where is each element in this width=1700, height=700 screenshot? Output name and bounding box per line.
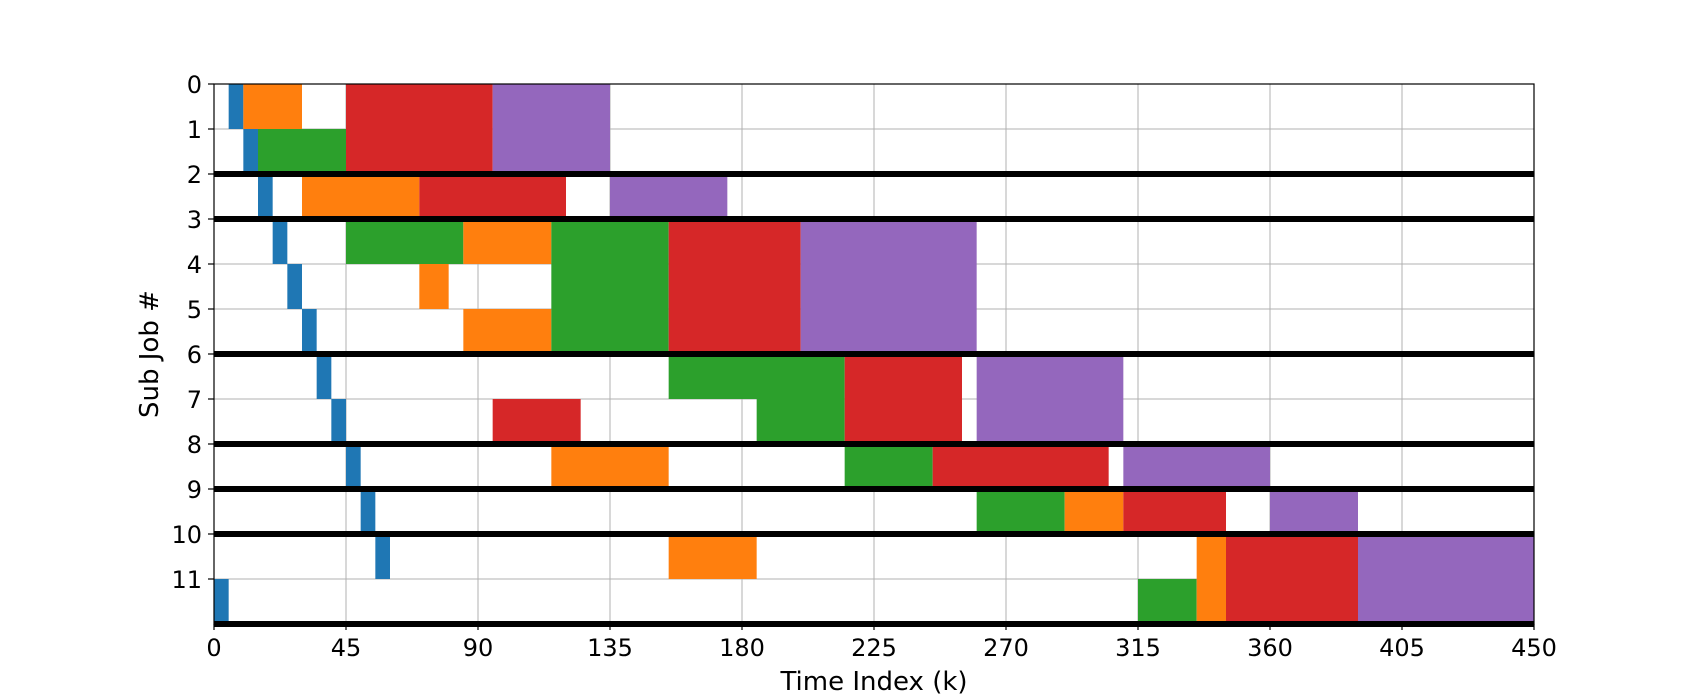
x-tick-label: 270	[983, 634, 1029, 662]
task-bar-blue	[302, 309, 317, 354]
task-bar-purple	[800, 264, 977, 309]
task-bar-purple	[492, 84, 610, 129]
task-bar-blue	[316, 354, 332, 399]
x-axis-label: Time Index (k)	[779, 667, 967, 697]
task-bar-purple	[976, 354, 1124, 399]
task-bar-blue	[360, 489, 376, 534]
task-bar-orange	[551, 444, 669, 489]
y-tick-label: 4	[187, 251, 202, 279]
task-bar-orange	[668, 534, 757, 579]
y-tick-label: 11	[171, 566, 202, 594]
task-bar-purple	[800, 309, 977, 354]
task-bar-red	[346, 84, 493, 129]
task-bar-red	[844, 354, 962, 399]
x-tick-label: 135	[587, 634, 633, 662]
task-bar-green	[551, 219, 669, 264]
task-bar-blue	[346, 444, 361, 489]
task-bar-orange	[1196, 534, 1226, 579]
task-bar-purple	[610, 174, 728, 219]
task-bar-purple	[976, 399, 1124, 444]
task-bar-red	[844, 399, 962, 444]
axis-ticks: 0 45 90 135 180 225 270 315 360 405 45001234567891…	[171, 71, 1556, 662]
task-bar-blue	[214, 579, 229, 624]
task-bar-red	[668, 309, 801, 354]
x-tick-label: 360	[1247, 634, 1293, 662]
task-bar-red	[492, 399, 581, 444]
task-bar-red	[932, 444, 1109, 489]
x-tick-label: 180	[719, 634, 765, 662]
task-bar-orange	[463, 309, 552, 354]
task-bar-orange	[419, 264, 449, 309]
task-bar-purple	[492, 129, 610, 174]
y-tick-label: 6	[187, 341, 202, 369]
task-bar-green	[258, 129, 346, 174]
task-bar-orange	[1064, 489, 1124, 534]
y-tick-label: 1	[187, 116, 202, 144]
task-bar-orange	[1196, 579, 1226, 624]
task-bar-purple	[1123, 444, 1270, 489]
x-tick-label: 90	[463, 634, 494, 662]
task-bar-blue	[287, 264, 302, 309]
task-bar-blue	[375, 534, 390, 579]
task-bar-red	[346, 129, 493, 174]
task-bar-orange	[463, 219, 552, 264]
task-bar-red	[1226, 579, 1358, 624]
task-bar-purple	[800, 219, 977, 264]
task-bar-red	[419, 174, 566, 219]
task-bar-blue	[331, 399, 346, 444]
task-bar-red	[1226, 534, 1358, 579]
task-bar-green	[1138, 579, 1197, 624]
x-tick-label: 315	[1115, 634, 1161, 662]
task-bar-green	[844, 444, 933, 489]
task-bar-green	[976, 489, 1065, 534]
x-tick-label: 450	[1511, 634, 1557, 662]
y-tick-label: 7	[187, 386, 202, 414]
x-tick-label: 405	[1379, 634, 1425, 662]
task-bar-purple	[1270, 489, 1358, 534]
y-tick-label: 5	[187, 296, 202, 324]
task-bar-green	[668, 354, 845, 399]
task-bar-blue	[272, 219, 288, 264]
y-tick-label: 10	[171, 521, 202, 549]
y-tick-label: 3	[187, 206, 202, 234]
task-bar-blue	[258, 174, 273, 219]
task-bars	[214, 84, 1534, 624]
job-separators	[214, 171, 1534, 627]
task-bar-green	[551, 309, 669, 354]
task-bar-purple	[1358, 534, 1534, 579]
task-bar-green	[756, 399, 845, 444]
y-tick-label: 9	[187, 476, 202, 504]
task-bar-orange	[243, 84, 302, 129]
task-bar-blue	[228, 84, 244, 129]
task-bar-green	[346, 219, 464, 264]
task-bar-purple	[1358, 579, 1534, 624]
task-bar-green	[551, 264, 669, 309]
task-bar-red	[668, 219, 801, 264]
y-tick-label: 8	[187, 431, 202, 459]
y-tick-label: 2	[187, 161, 202, 189]
y-tick-label: 0	[187, 71, 202, 99]
task-bar-blue	[243, 129, 258, 174]
x-tick-label: 45	[331, 634, 362, 662]
y-axis-label: Sub Job #	[135, 290, 165, 418]
task-bar-orange	[302, 174, 420, 219]
task-bar-red	[1123, 489, 1226, 534]
task-bar-red	[668, 264, 801, 309]
x-tick-label: 225	[851, 634, 897, 662]
x-tick-label: 0	[206, 634, 221, 662]
